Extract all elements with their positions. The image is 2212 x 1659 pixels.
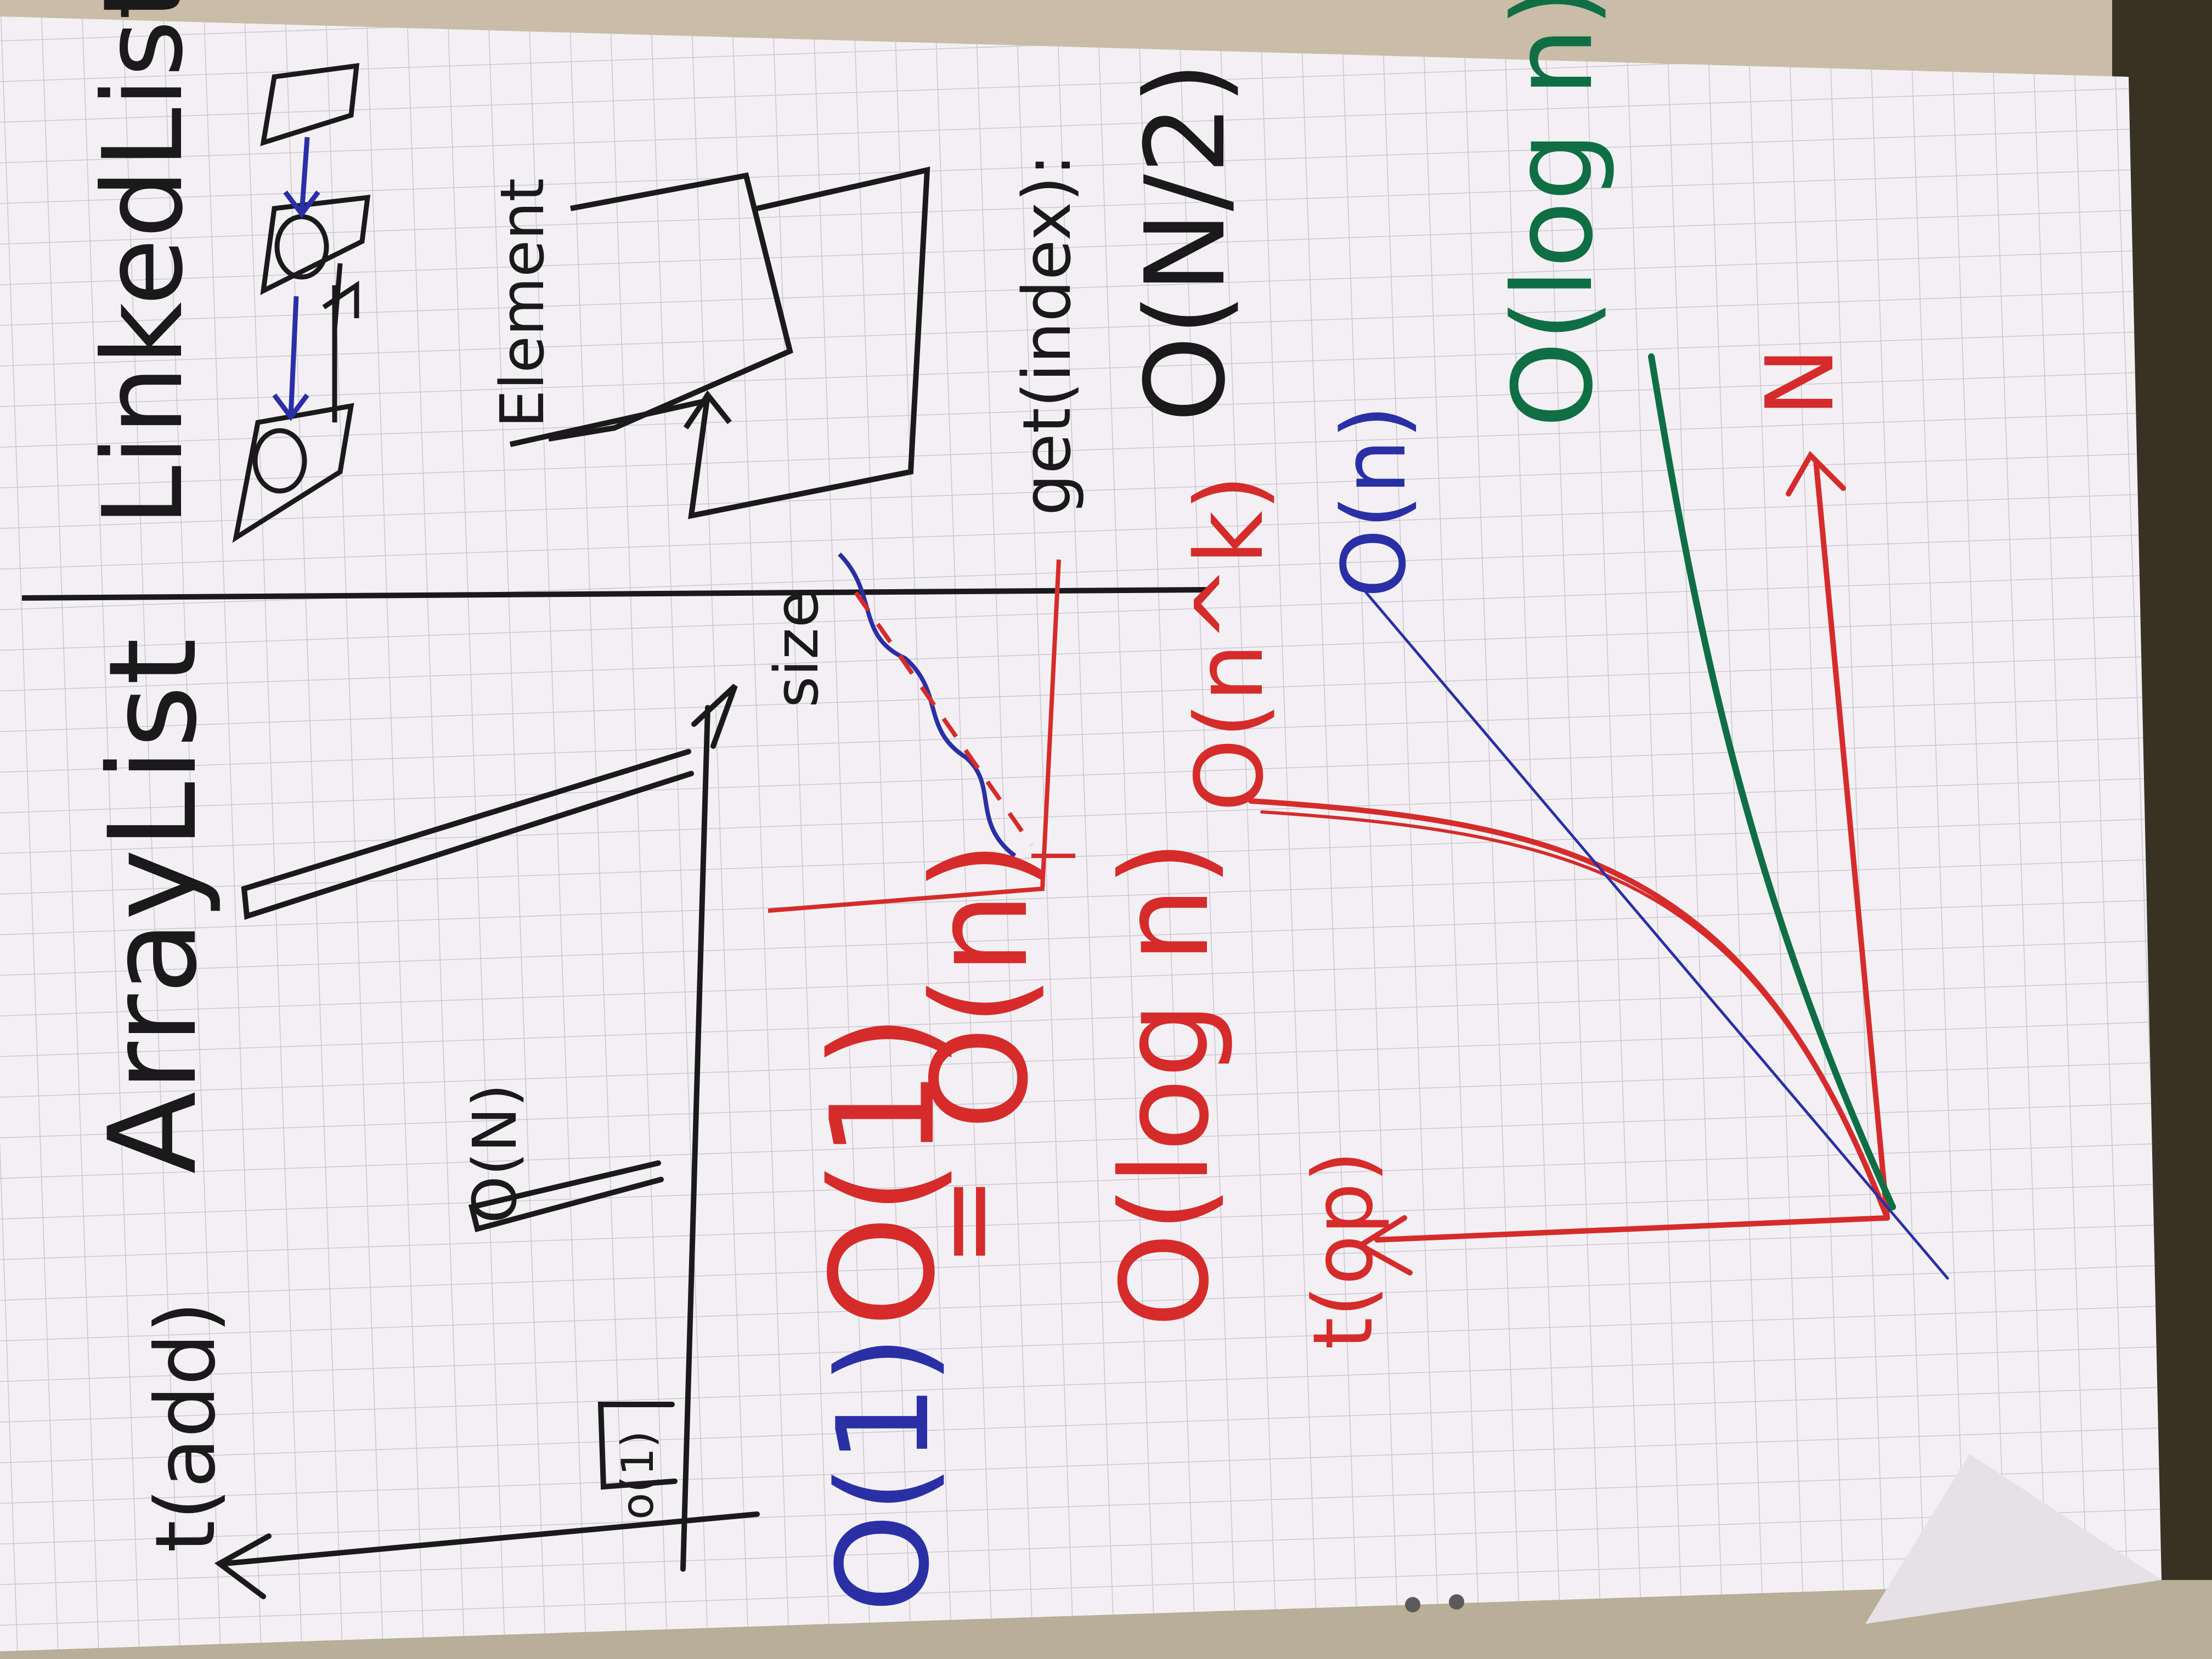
- complexity-poly-red: O(n^k): [1176, 475, 1284, 812]
- complexity-equals: =: [902, 1175, 1030, 1267]
- growth-y-axis: [1374, 1215, 1890, 1243]
- growth-y-label: t(op): [1296, 1150, 1391, 1350]
- add-chart: [214, 684, 760, 1599]
- complexity-constant-blue: O(1): [811, 1335, 957, 1613]
- small-bar-label: o(1): [612, 1431, 663, 1520]
- tall-bar-label: O(N): [460, 1084, 530, 1223]
- heading-array-list: ArrayList: [83, 638, 223, 1174]
- get-label: get(index):: [1009, 154, 1086, 516]
- complexity-linear-red: O(n): [904, 840, 1057, 1130]
- growth-x-axis: [1813, 458, 1890, 1221]
- growth-x-label: N: [1746, 347, 1855, 417]
- linked-list-pointers: [272, 137, 320, 421]
- complexity-constant-red: O(1): [801, 1013, 967, 1328]
- node-2: [260, 194, 371, 295]
- curve-linear: [1364, 591, 1949, 1280]
- get-complexity: O(N/2): [1122, 61, 1250, 422]
- complexity-log-red: O(log n): [1095, 839, 1235, 1328]
- growth-y-arrow: [1355, 1215, 1413, 1276]
- complexity-log-green: O(log n): [1489, 0, 1617, 428]
- complexity-linear-blue: O(n): [1323, 405, 1425, 598]
- add-chart-x-label: size: [761, 591, 832, 708]
- squiggle-sketch: [768, 552, 1075, 913]
- element-label: Element: [487, 178, 557, 428]
- add-chart-x-arrow: [691, 684, 738, 749]
- flipchart-clips: [1405, 1594, 1464, 1612]
- add-chart-y-label: t(add): [138, 1301, 234, 1553]
- growth-x-arrow: [1786, 450, 1846, 496]
- paper-sheet: [0, 16, 2162, 1651]
- heading-linked-list: LinkedList: [80, 0, 207, 527]
- linked-list-nodes: [232, 63, 371, 543]
- element-box: [509, 166, 930, 520]
- divider-line: [21, 587, 1207, 601]
- node-3: [260, 63, 360, 146]
- node-1-circle: [252, 428, 307, 494]
- tall-bar-left: [468, 1160, 664, 1233]
- add-chart-x-axis: [680, 705, 710, 1572]
- tall-bar-top: [241, 749, 694, 920]
- add-chart-y-axis: [222, 1511, 760, 1566]
- curve-log: [1648, 353, 1896, 1210]
- node-1: [232, 403, 354, 543]
- add-chart-y-arrow: [214, 1533, 272, 1599]
- small-bar: [597, 1402, 678, 1490]
- growth-chart: [1248, 353, 1949, 1280]
